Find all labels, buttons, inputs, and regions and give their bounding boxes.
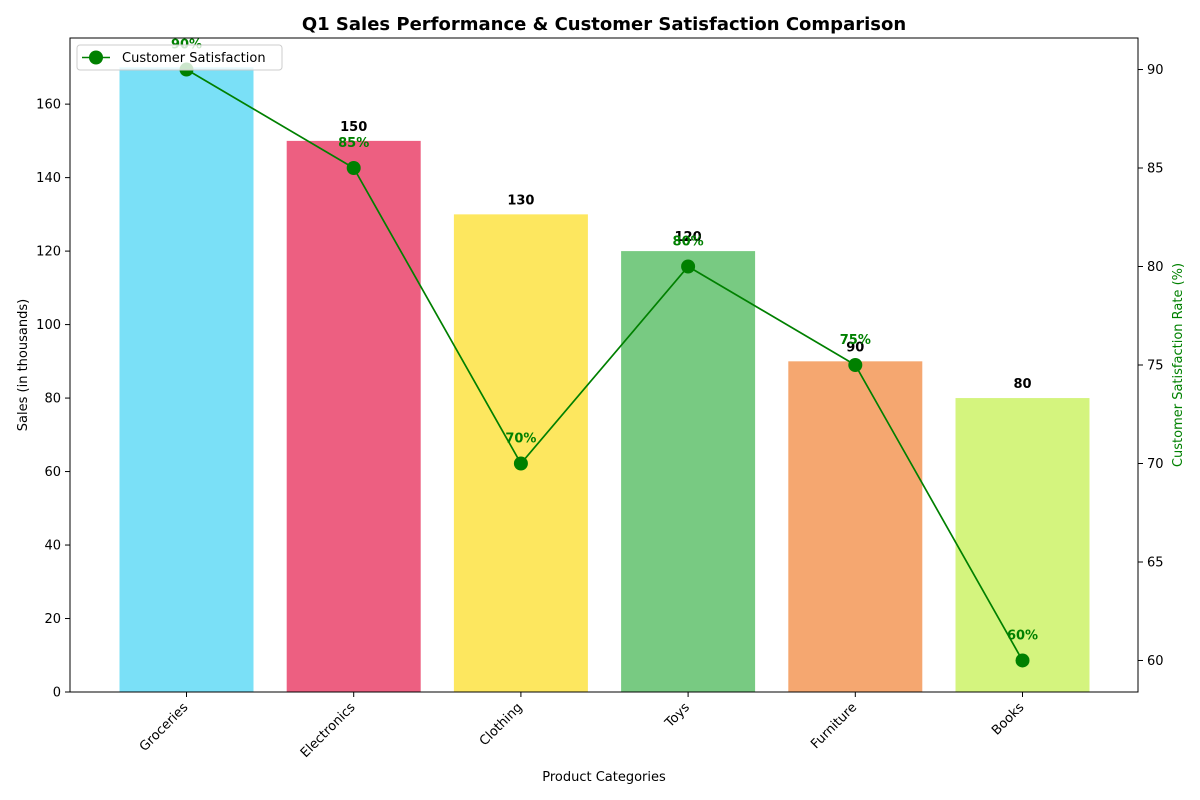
line-layer (179, 62, 1030, 668)
bar-groceries (119, 67, 254, 693)
y-axis-label: Sales (in thousands) (16, 299, 31, 431)
y2-tick-label: 75 (1147, 359, 1164, 374)
bar-books (955, 398, 1090, 692)
x-tick-label-books: Books (989, 700, 1027, 738)
y2-tick-label: 60 (1147, 654, 1164, 669)
y-tick-label: 20 (44, 612, 61, 627)
satisfaction-point-clothing (513, 456, 528, 471)
y-tick-label: 0 (53, 686, 61, 701)
satisfaction-label-furniture: 75% (840, 333, 871, 348)
y-tick-label: 100 (36, 318, 61, 333)
y2-tick-label: 90 (1147, 63, 1164, 78)
x-tick-label-electronics: Electronics (298, 700, 359, 761)
bar-value-label-books: 80 (1013, 377, 1031, 392)
satisfaction-point-electronics (346, 161, 361, 176)
legend: Customer Satisfaction (76, 44, 283, 71)
satisfaction-point-furniture (848, 358, 863, 372)
satisfaction-label-clothing: 70% (505, 431, 536, 446)
x-tick-label-furniture: Furniture (808, 700, 860, 752)
y2-axis-label: Customer Satisfaction Rate (%) (1171, 263, 1186, 467)
y2-tick-label: 80 (1147, 260, 1164, 275)
labels-layer: 150130120908090%85%70%80%75%60% (171, 38, 1038, 644)
bar-value-label-toys: 120 (675, 230, 702, 245)
y2-tick-label: 70 (1147, 457, 1164, 472)
satisfaction-label-books: 60% (1007, 628, 1038, 643)
bar-toys (621, 251, 756, 692)
y-tick-label: 160 (36, 98, 61, 113)
bar-electronics (286, 140, 421, 692)
legend-label-customer-satisfaction: Customer Satisfaction (122, 51, 266, 66)
x-tick-label-toys: Toys (662, 700, 693, 731)
satisfaction-point-books (1015, 653, 1030, 668)
x-tick-label-groceries: Groceries (137, 700, 192, 755)
y-tick-label: 120 (36, 245, 61, 260)
satisfaction-line (186, 68, 1024, 661)
y-tick-label: 80 (44, 392, 61, 407)
bar-value-label-furniture: 90 (846, 340, 864, 355)
x-tick-label-clothing: Clothing (477, 700, 526, 749)
y-tick-label: 40 (44, 539, 61, 554)
bar-furniture (788, 361, 923, 692)
y2-tick-label: 85 (1147, 162, 1164, 177)
satisfaction-label-toys: 80% (673, 235, 704, 250)
bar-value-label-electronics: 150 (340, 120, 367, 135)
legend-box (76, 44, 283, 71)
y-tick-label: 140 (36, 171, 61, 186)
legend-marker-swatch (89, 50, 103, 65)
satisfaction-point-toys (681, 259, 696, 274)
satisfaction-label-electronics: 85% (338, 136, 369, 151)
bar-value-label-clothing: 130 (507, 193, 534, 208)
bars-layer (119, 67, 1090, 693)
y-tick-label: 60 (44, 465, 61, 480)
x-axis-label: Product Categories (542, 770, 666, 785)
y2-tick-label: 65 (1147, 555, 1164, 570)
chart-title: Q1 Sales Performance & Customer Satisfac… (302, 14, 906, 35)
bar-clothing (453, 214, 588, 692)
